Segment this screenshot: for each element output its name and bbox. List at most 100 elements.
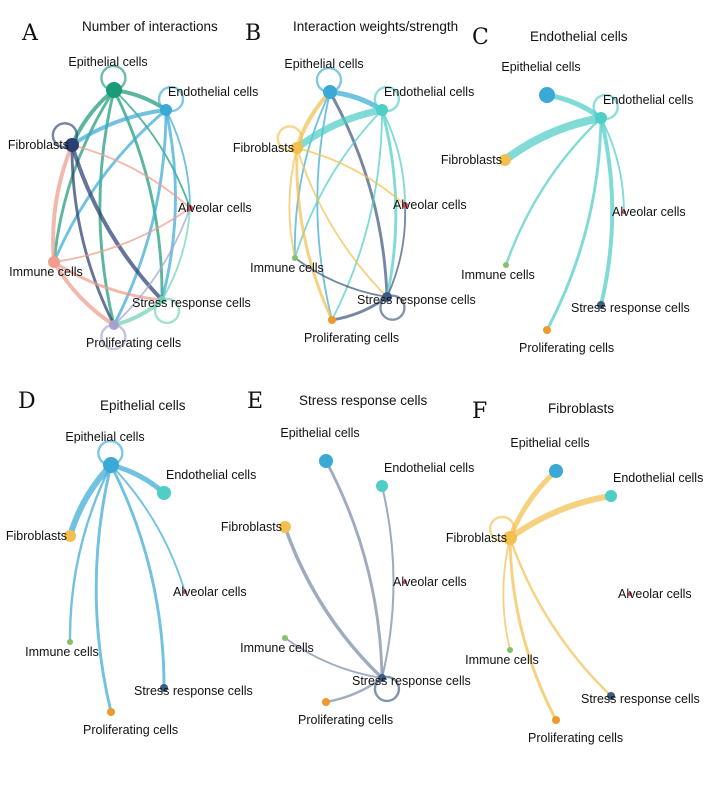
edge-str-endo: [380, 484, 395, 680]
edge-pro-alv: [113, 207, 191, 326]
node-label-imm: Immune cells: [25, 645, 99, 659]
node-endo: [160, 104, 172, 116]
edge-endo-str: [160, 108, 177, 302]
edge-fib-imm: [502, 537, 511, 651]
edge-endo-fib: [293, 106, 386, 152]
edge-str-imm: [284, 637, 383, 679]
node-fib: [279, 521, 291, 533]
edge-fib-str: [508, 536, 613, 698]
edge-endo-fib: [70, 108, 168, 147]
node-str: [597, 301, 605, 309]
node-endo: [376, 104, 388, 116]
edge-fib-pro: [70, 143, 116, 327]
edge-str-alv: [161, 207, 191, 301]
node-label-endo: Endothelial cells: [166, 468, 256, 482]
panel-title: Endothelial cells: [530, 29, 628, 44]
panel-letter: F: [472, 399, 487, 424]
edge-endo-str: [380, 108, 398, 299]
node-label-pro: Proliferating cells: [528, 731, 623, 745]
node-label-epi: Epithelial cells: [501, 60, 580, 74]
node-label-endo: Endothelial cells: [384, 85, 474, 99]
self-loop-str: [153, 297, 181, 325]
edge-fib-pro: [295, 146, 334, 322]
node-pro: [107, 708, 115, 716]
edge-str-imm: [294, 257, 388, 298]
edge-endo-alv: [600, 117, 625, 213]
node-label-imm: Immune cells: [240, 641, 314, 655]
panel-letter: E: [247, 389, 263, 414]
edge-str-epi: [324, 459, 384, 680]
self-loop-str: [373, 675, 401, 703]
node-str: [160, 684, 168, 692]
node-label-str: Stress response cells: [352, 674, 471, 688]
panel-c: C Endothelial cells Epithelial cells Endo…: [441, 25, 693, 355]
edge-fib-alv: [71, 144, 191, 209]
node-alv: [403, 580, 407, 584]
node-label-epi: Epithelial cells: [280, 426, 359, 440]
panel-b: B Interaction weights/strength Epithelia…: [233, 19, 476, 345]
edge-imm-str: [52, 260, 164, 302]
node-alv: [402, 202, 408, 208]
network-graph: Epithelial cells Endothelial cells Fibrobl…: [441, 60, 693, 355]
node-label-pro: Proliferating cells: [519, 341, 614, 355]
node-epi: [106, 82, 122, 98]
edge-epi-str: [328, 90, 389, 299]
node-epi: [323, 85, 337, 99]
node-imm: [48, 256, 60, 268]
node-str: [158, 296, 166, 304]
node-endo: [595, 112, 607, 124]
node-label-pro: Proliferating cells: [86, 336, 181, 350]
panel-e: E Stress response cells Epithelial cells…: [221, 389, 474, 727]
edge-endo-pro: [331, 109, 383, 321]
node-alv: [628, 592, 632, 596]
panel-title: Fibroblasts: [548, 401, 614, 416]
network-graph: Epithelial cells Endothelial cells Fibrobl…: [8, 55, 258, 351]
edge-fib-imm: [288, 147, 298, 259]
edge-fib-imm: [51, 143, 74, 264]
edge-epi-alv: [110, 464, 186, 593]
edge-fib-str: [296, 147, 388, 298]
edge-endo-fib: [500, 113, 606, 165]
node-label-endo: Endothelial cells: [168, 85, 258, 99]
edge-epi-pro: [316, 91, 333, 321]
node-imm: [507, 647, 513, 653]
edge-endo-alv: [165, 109, 191, 209]
node-epi: [549, 464, 563, 478]
node-endo: [157, 486, 171, 500]
node-alv: [622, 210, 626, 214]
node-label-fib: Fibroblasts: [221, 520, 282, 534]
node-label-alv: Alveolar cells: [178, 201, 252, 215]
node-label-str: Stress response cells: [357, 293, 476, 307]
node-epi: [539, 87, 555, 103]
node-label-imm: Immune cells: [250, 261, 324, 275]
network-graph: Epithelial cells Endothelial cells Fibrobl…: [233, 57, 476, 345]
self-loop-str: [379, 294, 406, 321]
node-label-pro: Proliferating cells: [83, 723, 178, 737]
edge-imm-pro: [52, 260, 116, 327]
panel-title: Number of interactions: [82, 19, 218, 34]
edge-endo-alv: [381, 109, 406, 206]
node-label-alv: Alveolar cells: [173, 585, 247, 599]
node-imm: [503, 262, 509, 268]
node-label-pro: Proliferating cells: [298, 713, 393, 727]
node-label-fib: Fibroblasts: [233, 141, 294, 155]
node-imm: [282, 635, 288, 641]
edge-fib-str: [70, 143, 164, 302]
edge-endo-pro: [112, 108, 168, 327]
network-graph: Epithelial cells Endothelial cells Fibrobl…: [221, 426, 474, 727]
panel-title: Interaction weights/strength: [293, 19, 458, 34]
edge-epi-str: [112, 88, 164, 302]
node-label-endo: Endothelial cells: [603, 93, 693, 107]
edge-endo-pro: [545, 116, 603, 332]
edge-endo-imm: [294, 109, 383, 259]
edge-epi-pro: [94, 463, 113, 714]
node-pro: [328, 316, 336, 324]
self-loop-fib: [276, 125, 303, 152]
edge-epi-pro: [98, 88, 116, 327]
edge-epi-fib: [66, 461, 115, 540]
node-label-str: Stress response cells: [571, 301, 690, 315]
node-label-fib: Fibroblasts: [8, 138, 69, 152]
node-pro: [322, 698, 330, 706]
node-label-str: Stress response cells: [134, 684, 253, 698]
